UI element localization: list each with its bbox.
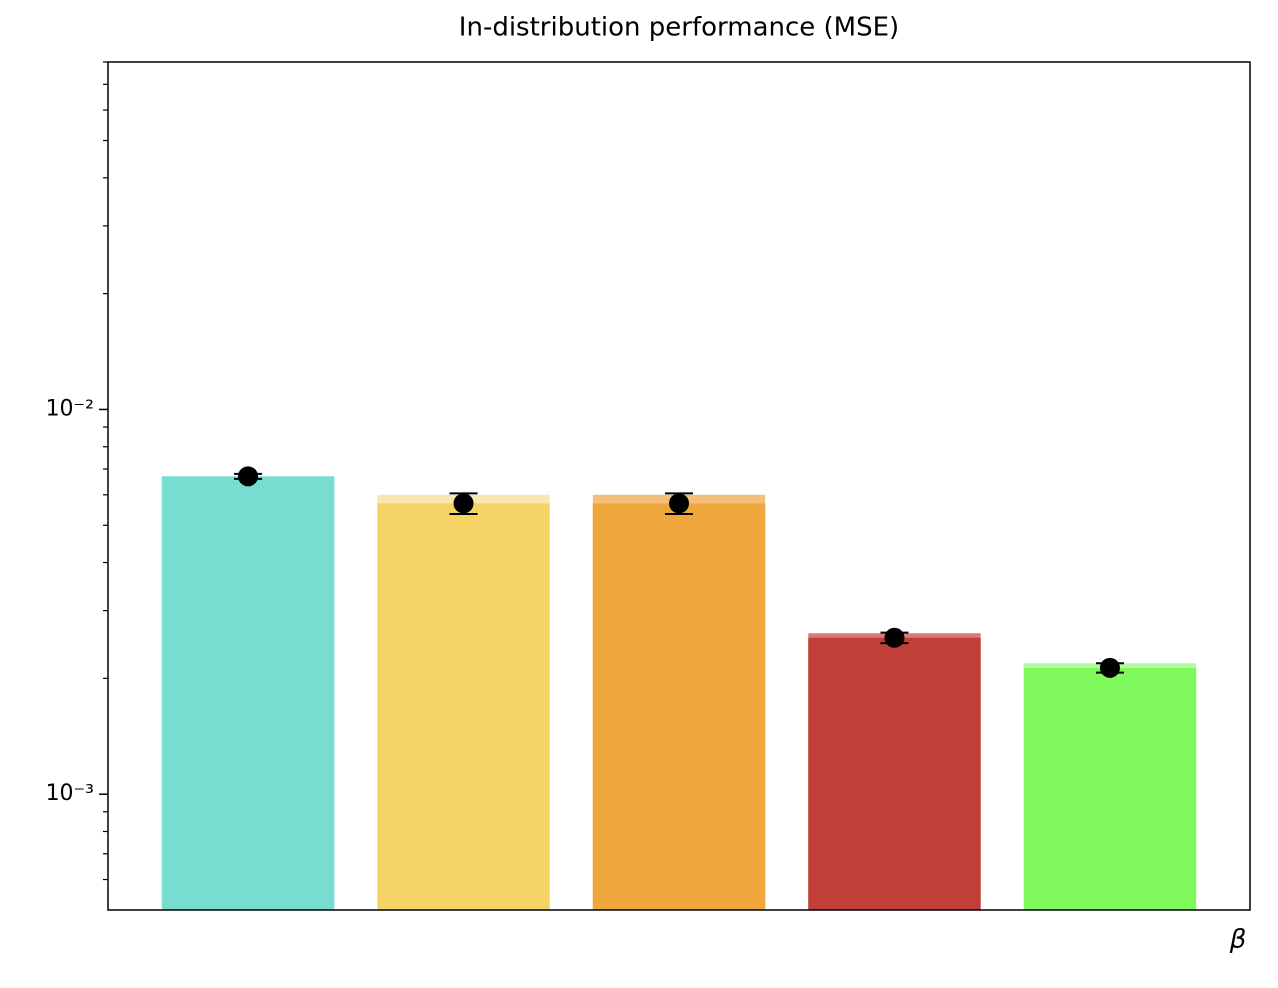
mean-marker xyxy=(669,493,689,514)
y-tick-label: 10⁻³ xyxy=(46,781,94,806)
mean-marker xyxy=(1099,657,1120,678)
mean-marker xyxy=(453,493,474,514)
chart-title: In-distribution performance (MSE) xyxy=(459,13,899,43)
bar xyxy=(1023,667,1197,910)
bar xyxy=(808,637,981,910)
bar xyxy=(377,503,550,910)
bar xyxy=(161,476,335,910)
y-tick-label: 10⁻² xyxy=(46,396,94,421)
bar xyxy=(592,503,766,910)
x-axis-label: β xyxy=(1229,925,1247,955)
mean-marker xyxy=(884,627,905,648)
plot-frame xyxy=(107,61,1251,911)
mean-marker xyxy=(238,466,259,487)
